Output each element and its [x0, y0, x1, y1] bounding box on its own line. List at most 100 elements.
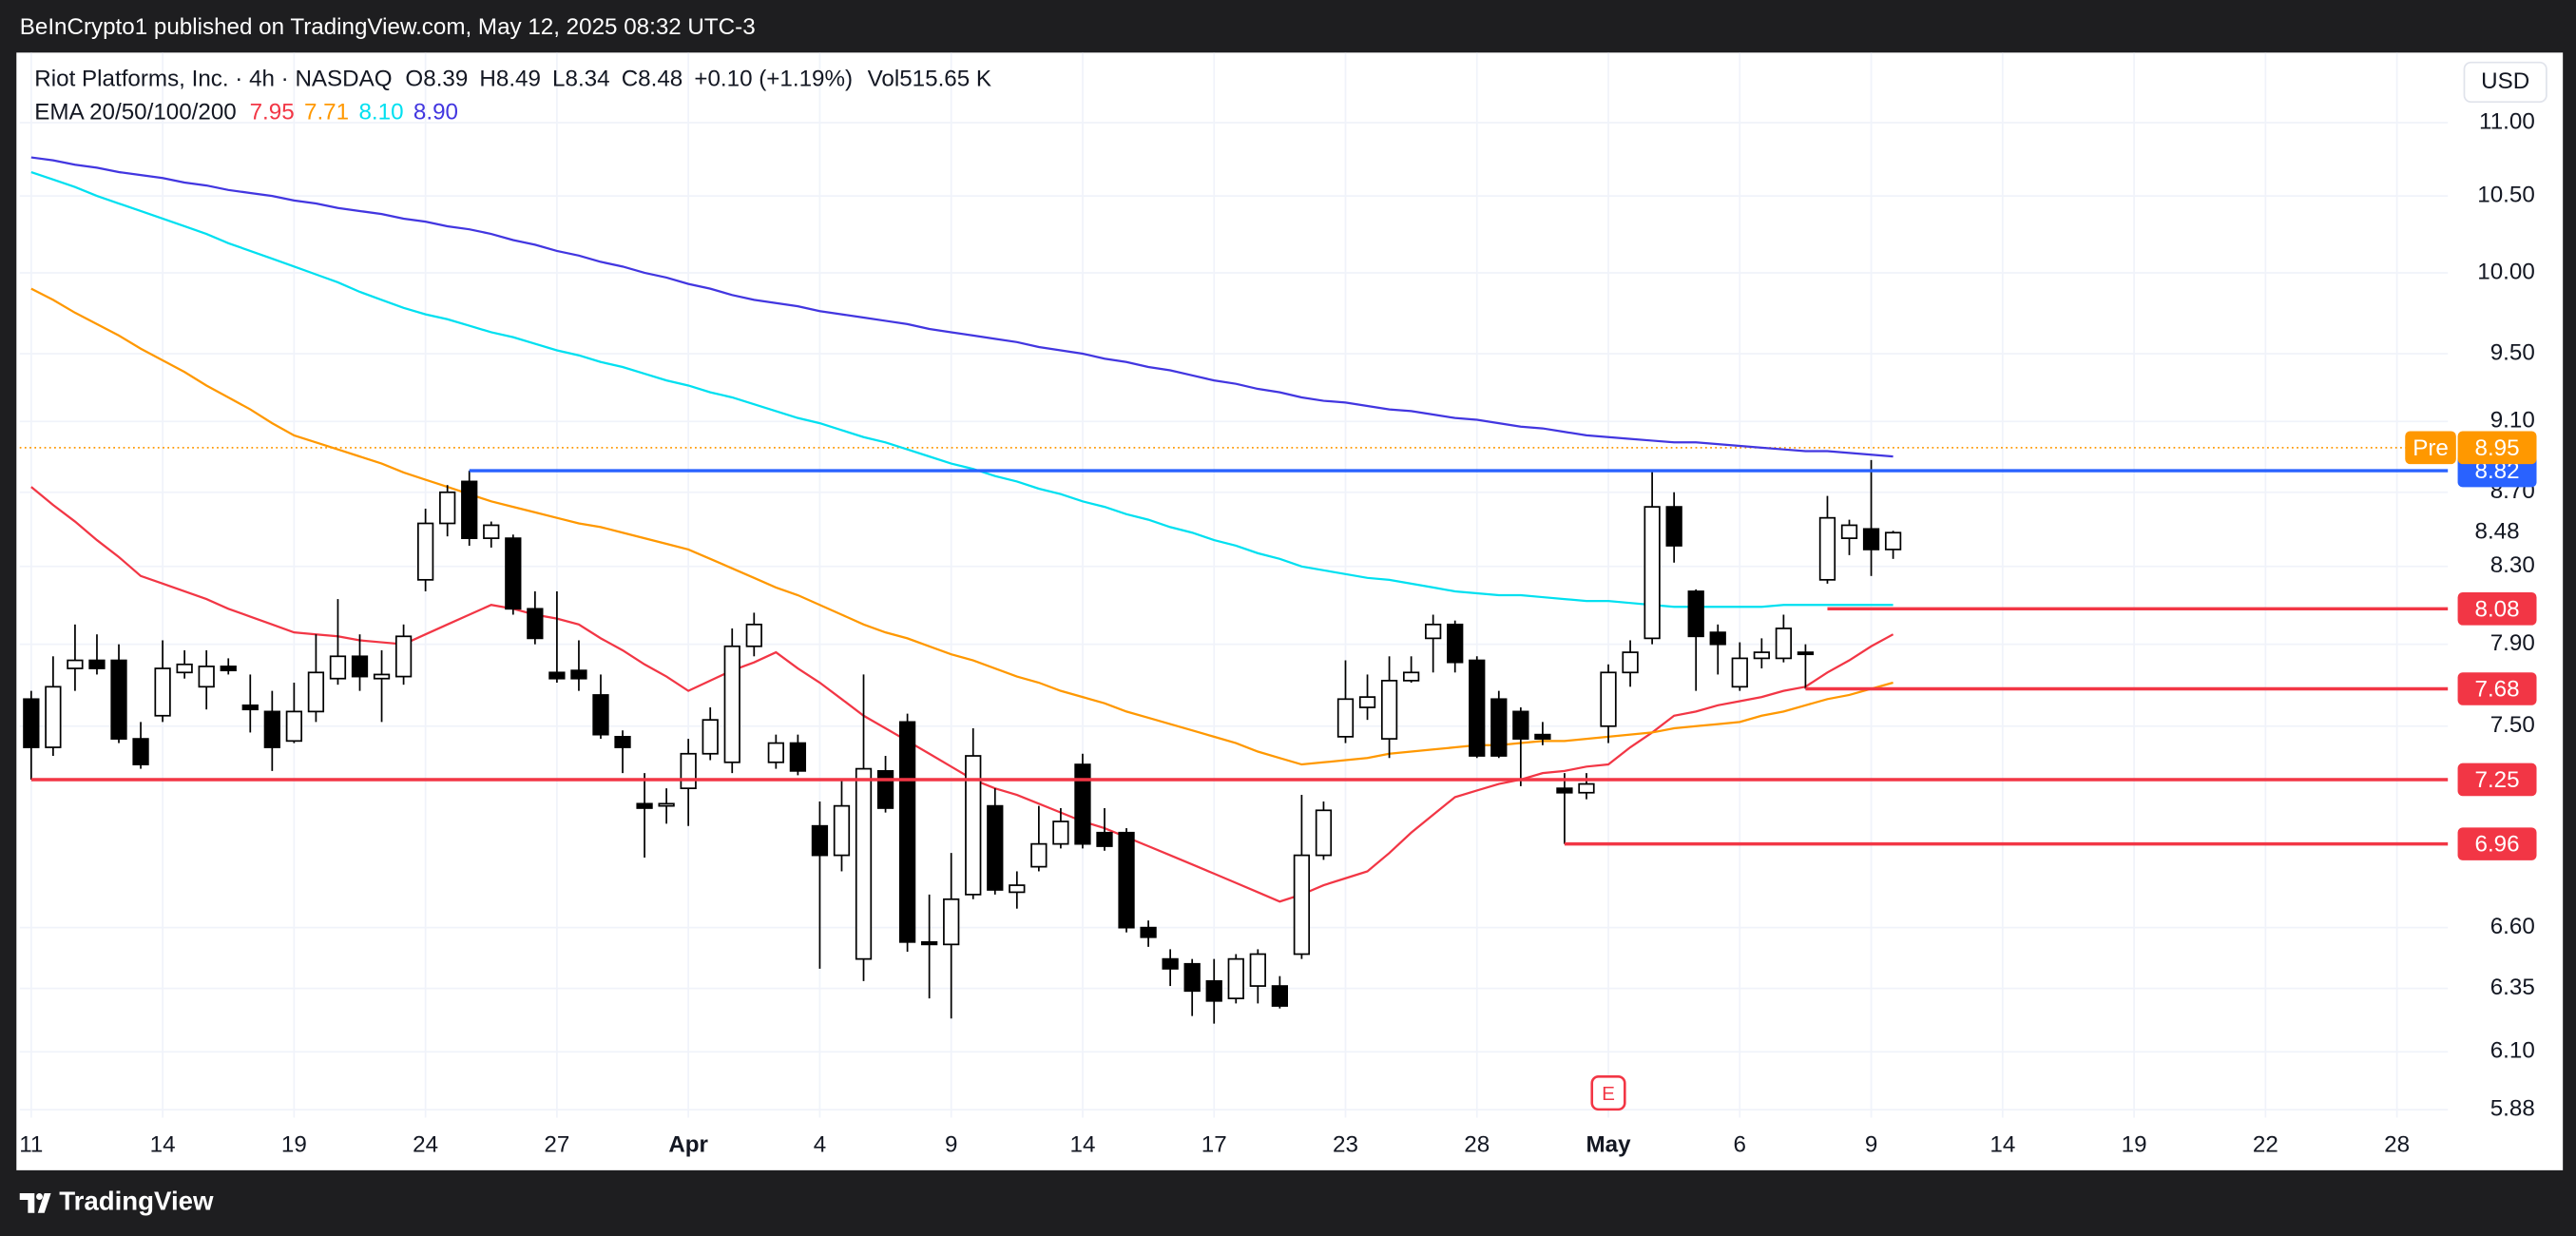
candle-body — [987, 804, 1004, 891]
candle-body — [1600, 671, 1617, 727]
candle-body — [1052, 821, 1069, 845]
candle-body — [1753, 651, 1770, 660]
x-tick-label: 19 — [281, 1131, 307, 1157]
x-tick-label: 11 — [19, 1131, 43, 1157]
high-value: 8.49 — [496, 67, 541, 92]
candle-body — [1249, 953, 1266, 987]
candle-body — [1862, 528, 1880, 550]
x-tick-label: 28 — [2384, 1131, 2410, 1157]
candle-body — [1030, 842, 1048, 868]
candle-body — [1358, 696, 1376, 708]
candle-body — [1227, 957, 1244, 1000]
footer-logo: TradingView — [19, 1187, 214, 1216]
price-label: 8.95 — [2475, 435, 2520, 461]
x-tick-label: May — [1586, 1131, 1631, 1157]
volume: 515.65 K — [899, 67, 991, 92]
candle-body — [1380, 680, 1398, 740]
candle-body — [789, 742, 807, 772]
ema-value: 8.90 — [413, 100, 458, 126]
logo-mark — [19, 1193, 51, 1213]
candle-body — [1469, 659, 1486, 757]
candle-body — [811, 824, 829, 857]
ema-value: 8.10 — [358, 100, 403, 126]
candle-body — [921, 940, 938, 946]
candle-body — [1644, 506, 1661, 640]
x-tick-label: 9 — [945, 1131, 957, 1157]
candle-body — [680, 752, 697, 790]
last-price-label: 8.48 — [2475, 519, 2520, 545]
x-tick-label: Apr — [668, 1131, 708, 1157]
y-tick-label: 6.35 — [2490, 975, 2535, 1000]
candle-body — [67, 659, 84, 669]
x-tick-label: 17 — [1201, 1131, 1227, 1157]
candle-body — [1512, 710, 1529, 740]
candle-body — [1271, 985, 1288, 1007]
y-tick-label: 8.30 — [2490, 552, 2535, 578]
candle-body — [833, 804, 851, 857]
candle-body — [548, 671, 566, 680]
candle-body — [132, 738, 149, 765]
candle-body — [88, 659, 106, 669]
candle-body — [1293, 854, 1311, 956]
candle-body — [439, 491, 456, 525]
y-tick-label: 6.10 — [2490, 1038, 2535, 1064]
y-tick-label: 9.10 — [2490, 408, 2535, 434]
indicator-line: EMA 20/50/100/200 7.95 7.71 8.10 8.90 — [34, 100, 458, 126]
y-tick-label: 5.88 — [2490, 1096, 2535, 1122]
ohlc-letter: O — [405, 67, 423, 92]
legend-line: Riot Platforms, Inc. · 4h · NASDAQ O8.39 H… — [34, 67, 991, 92]
candle-body — [614, 736, 631, 748]
candle-body — [702, 719, 719, 755]
ohlc-letter: H — [479, 67, 495, 92]
candle-body — [110, 659, 127, 740]
candle-body — [658, 802, 675, 807]
currency[interactable]: USD — [2481, 68, 2529, 94]
candle-body — [1074, 763, 1091, 845]
candle-body — [1118, 831, 1135, 929]
candle-body — [176, 663, 193, 674]
currency-button[interactable] — [2463, 61, 2547, 104]
candle-body — [394, 635, 413, 678]
price-label-bg — [2457, 827, 2537, 860]
candle-body — [241, 704, 259, 711]
candle-body — [1818, 516, 1836, 581]
x-tick-label: 14 — [1990, 1131, 2015, 1157]
x-tick-label: 4 — [814, 1131, 826, 1157]
candle-body — [855, 767, 873, 960]
price-label: 6.96 — [2475, 832, 2520, 858]
candle-body — [943, 898, 960, 946]
candle-body — [1709, 631, 1726, 646]
brand: TradingView — [59, 1187, 214, 1216]
candle-body — [1009, 884, 1026, 894]
y-tick-label: 11.00 — [2479, 108, 2535, 134]
candle-body — [1315, 809, 1333, 857]
x-tick-label: 14 — [150, 1131, 176, 1157]
candle-body — [505, 537, 522, 610]
candle-body — [1447, 623, 1464, 664]
candle-body — [351, 655, 369, 678]
candle-body — [876, 769, 894, 809]
volume-label: Vol — [868, 67, 900, 92]
candle-body — [45, 686, 62, 748]
candle-body — [1556, 787, 1573, 794]
y-tick-label: 10.00 — [2477, 259, 2535, 284]
price-label-bg — [2457, 672, 2537, 705]
candle-body — [1578, 782, 1595, 794]
candle-body — [1665, 506, 1682, 547]
candle-body — [285, 710, 303, 743]
y-tick-label: 9.50 — [2490, 339, 2535, 365]
candle-body — [1731, 657, 1748, 688]
candle-body — [23, 698, 40, 748]
y-tick-label: 7.90 — [2490, 630, 2535, 656]
candle-body — [220, 666, 237, 672]
candle-body — [154, 667, 171, 717]
candle-body — [1425, 623, 1442, 640]
price-label: 7.25 — [2475, 767, 2520, 793]
candle-body — [1096, 831, 1113, 847]
candle-body — [198, 666, 215, 688]
ema-line — [30, 486, 1894, 903]
price-label-bg — [2457, 431, 2537, 465]
close-value: 8.48 — [638, 67, 682, 92]
